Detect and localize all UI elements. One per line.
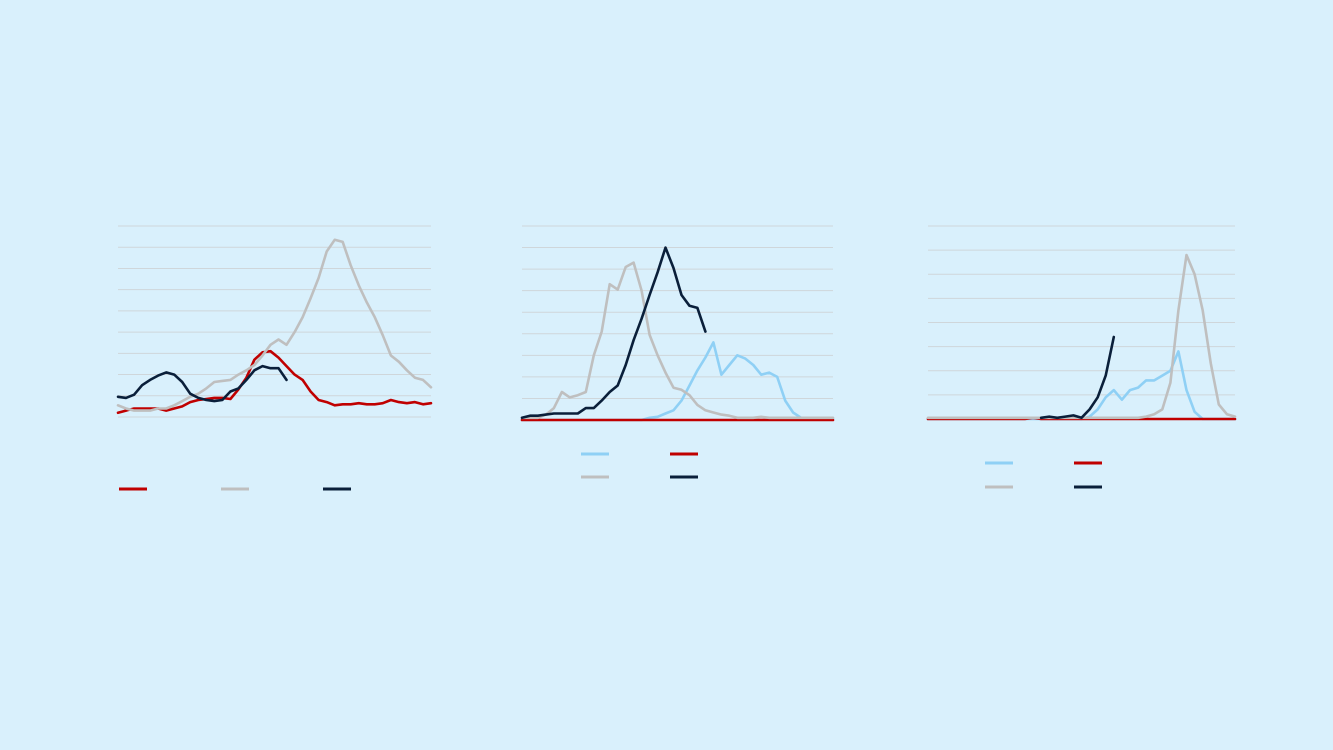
chart (926, 225, 1237, 489)
series-line (116, 238, 433, 412)
series-line (116, 364, 288, 403)
series-line (520, 341, 835, 422)
series-line (926, 350, 1237, 421)
chart (116, 225, 433, 491)
series-line (520, 246, 707, 420)
series-line (1039, 335, 1116, 420)
series-line (116, 349, 433, 415)
series-line (520, 261, 835, 420)
chart (520, 225, 835, 479)
